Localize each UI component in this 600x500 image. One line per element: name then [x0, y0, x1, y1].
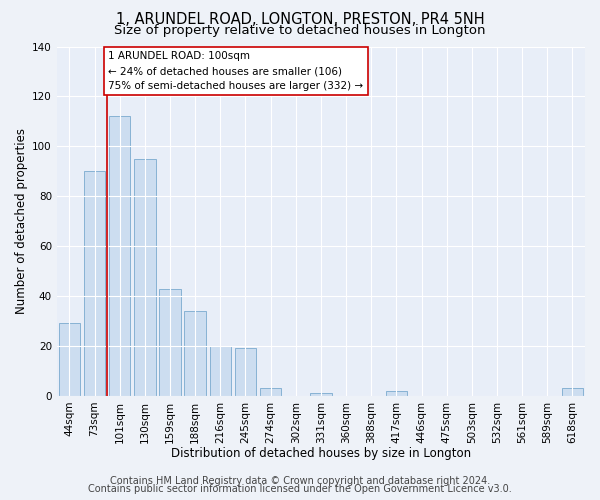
- X-axis label: Distribution of detached houses by size in Longton: Distribution of detached houses by size …: [171, 447, 471, 460]
- Bar: [109, 116, 130, 396]
- Bar: [260, 388, 281, 396]
- Bar: [84, 172, 105, 396]
- Bar: [134, 159, 155, 396]
- Bar: [310, 394, 332, 396]
- Text: Size of property relative to detached houses in Longton: Size of property relative to detached ho…: [114, 24, 486, 37]
- Bar: [59, 324, 80, 396]
- Bar: [184, 311, 206, 396]
- Y-axis label: Number of detached properties: Number of detached properties: [15, 128, 28, 314]
- Text: 1 ARUNDEL ROAD: 100sqm
← 24% of detached houses are smaller (106)
75% of semi-de: 1 ARUNDEL ROAD: 100sqm ← 24% of detached…: [109, 52, 364, 91]
- Bar: [562, 388, 583, 396]
- Bar: [386, 391, 407, 396]
- Text: 1, ARUNDEL ROAD, LONGTON, PRESTON, PR4 5NH: 1, ARUNDEL ROAD, LONGTON, PRESTON, PR4 5…: [116, 12, 484, 28]
- Bar: [209, 346, 231, 396]
- Text: Contains HM Land Registry data © Crown copyright and database right 2024.: Contains HM Land Registry data © Crown c…: [110, 476, 490, 486]
- Bar: [235, 348, 256, 396]
- Text: Contains public sector information licensed under the Open Government Licence v3: Contains public sector information licen…: [88, 484, 512, 494]
- Bar: [159, 288, 181, 396]
